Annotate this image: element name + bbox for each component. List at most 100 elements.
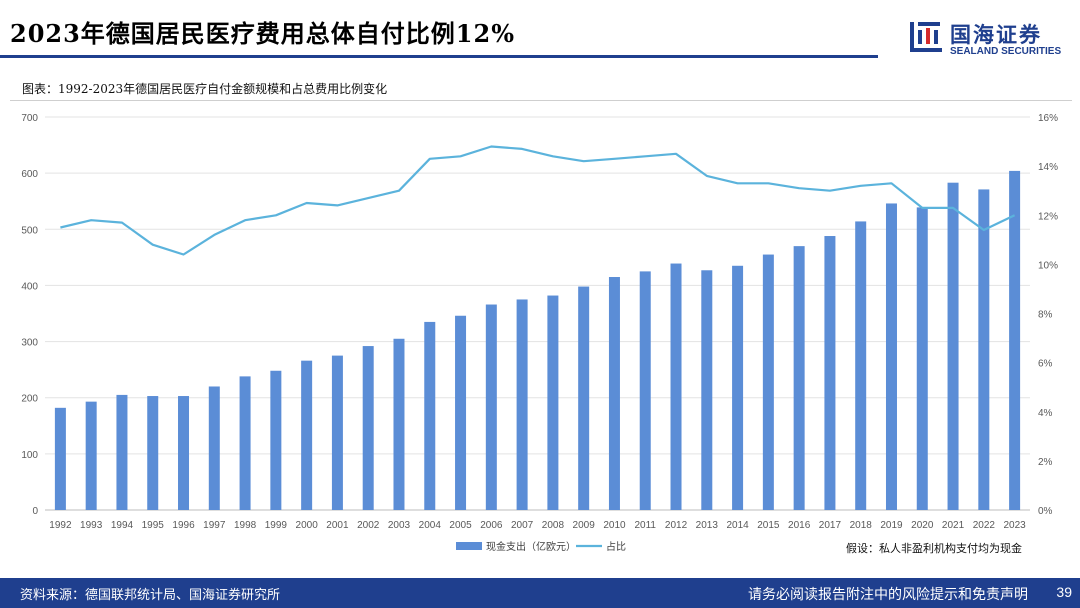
x-tick-label: 1997: [203, 520, 226, 531]
x-tick-label: 2018: [850, 520, 873, 531]
x-tick-label: 2002: [357, 520, 380, 531]
x-tick-label: 1999: [265, 520, 288, 531]
gridlines: [45, 116, 1030, 511]
right-tick-label: 2%: [1038, 457, 1053, 468]
x-tick-label: 2005: [449, 520, 472, 531]
right-tick-label: 8%: [1038, 310, 1053, 321]
right-tick-label: 14%: [1038, 162, 1058, 173]
legend-bar-label: 现金支出（亿欧元）: [486, 540, 576, 553]
bar-2019: [885, 203, 897, 510]
bar-1998: [239, 376, 251, 510]
page-title: 2023年德国居民医疗费用总体自付比例12%: [10, 19, 515, 48]
x-tick-label: 1995: [142, 520, 165, 531]
x-tick-label: 2019: [880, 520, 903, 531]
bar-2003: [393, 338, 405, 510]
left-tick-label: 400: [21, 281, 38, 292]
logo-chinese-name: 国海证券: [950, 23, 1042, 47]
x-tick-label: 2010: [603, 520, 626, 531]
x-tick-label: 2001: [326, 520, 349, 531]
bar-2017: [824, 236, 836, 510]
right-tick-label: 16%: [1038, 113, 1058, 124]
x-tick-label: 2023: [1003, 520, 1026, 531]
bar-2002: [362, 346, 374, 510]
left-tick-label: 500: [21, 225, 38, 236]
x-tick-label: 2020: [911, 520, 934, 531]
bar-2015: [762, 254, 774, 510]
left-tick-label: 600: [21, 169, 38, 180]
bar-2008: [547, 295, 559, 510]
right-tick-label: 4%: [1038, 408, 1053, 419]
bar-2001: [331, 355, 343, 510]
bar-2021: [947, 182, 959, 510]
x-tick-label: 2022: [973, 520, 996, 531]
bar-1999: [270, 370, 282, 510]
x-tick-label: 2009: [573, 520, 596, 531]
bar-series: [54, 170, 1021, 510]
right-axis-labels: 0% 2% 4% 6% 8% 10% 12% 14% 16%: [1038, 113, 1058, 517]
x-tick-label: 1992: [49, 520, 72, 531]
x-tick-label: 2013: [696, 520, 719, 531]
page-number: 39: [1056, 584, 1072, 600]
right-tick-label: 12%: [1038, 211, 1058, 222]
x-tick-label: 2021: [942, 520, 965, 531]
bar-1995: [147, 396, 159, 510]
right-tick-label: 6%: [1038, 359, 1053, 370]
company-logo: 国海证券 SEALAND SECURITIES: [908, 19, 1068, 61]
bar-2006: [485, 304, 497, 510]
caption-divider: [10, 100, 1072, 101]
x-tick-label: 2015: [757, 520, 780, 531]
bar-2014: [732, 265, 744, 510]
bar-2013: [701, 270, 713, 510]
chart-legend: 现金支出（亿欧元） 占比: [456, 540, 626, 553]
bar-2007: [516, 299, 528, 510]
footer-bar: 资料来源：德国联邦统计局、国海证券研究所 请务必阅读报告附注中的风险提示和免责声…: [0, 578, 1080, 608]
chart-note: 假设：私人非盈利机构支付均为现金: [846, 541, 1022, 555]
share-line: [60, 145, 1016, 256]
disclaimer: 请务必阅读报告附注中的风险提示和免责声明: [748, 587, 1028, 603]
x-axis-labels: 1992 1993 1994 1995 1996 1997 1998 1999 2000 2001…: [49, 520, 1026, 531]
x-tick-label: 1996: [172, 520, 195, 531]
x-tick-label: 2012: [665, 520, 688, 531]
bar-2010: [608, 277, 620, 510]
x-tick-label: 2017: [819, 520, 842, 531]
bar-2020: [916, 207, 928, 510]
x-tick-label: 2000: [296, 520, 319, 531]
left-tick-label: 0: [32, 506, 38, 517]
left-tick-label: 200: [21, 394, 38, 405]
source-note: 资料来源：德国联邦统计局、国海证券研究所: [20, 588, 281, 603]
bar-2011: [639, 271, 651, 510]
line-series: [60, 145, 1016, 256]
title-divider: [0, 55, 878, 58]
x-tick-label: 2007: [511, 520, 534, 531]
left-tick-label: 300: [21, 338, 38, 349]
bar-1997: [208, 386, 220, 510]
x-tick-label: 2006: [480, 520, 503, 531]
bar-2009: [578, 286, 590, 510]
x-tick-label: 2014: [726, 520, 749, 531]
bar-2005: [455, 315, 467, 510]
bar-2016: [793, 246, 805, 510]
bar-2004: [424, 321, 436, 510]
bar-2012: [670, 263, 682, 510]
x-tick-label: 2011: [634, 520, 656, 531]
x-tick-label: 1998: [234, 520, 257, 531]
bar-1993: [85, 401, 97, 510]
left-tick-label: 100: [21, 450, 38, 461]
x-tick-label: 2008: [542, 520, 565, 531]
x-tick-label: 1994: [111, 520, 134, 531]
bar-1994: [116, 394, 128, 510]
legend-line-label: 占比: [606, 540, 626, 553]
x-tick-label: 2003: [388, 520, 411, 531]
bar-2022: [978, 189, 990, 510]
logo-english-name: SEALAND SECURITIES: [950, 46, 1062, 57]
bar-1996: [178, 396, 190, 510]
right-tick-label: 0%: [1038, 506, 1053, 517]
left-tick-label: 700: [21, 113, 38, 124]
left-axis-labels: 0 100 200 300 400 500 600 700: [21, 113, 38, 517]
legend-bar-swatch: [456, 542, 482, 550]
sealand-logo-icon: [910, 22, 942, 52]
x-tick-label: 2004: [419, 520, 442, 531]
bar-2000: [301, 360, 313, 510]
bar-2018: [855, 221, 867, 510]
figure-caption: 图表：1992-2023年德国居民医疗自付金额规模和占总费用比例变化: [22, 82, 388, 96]
